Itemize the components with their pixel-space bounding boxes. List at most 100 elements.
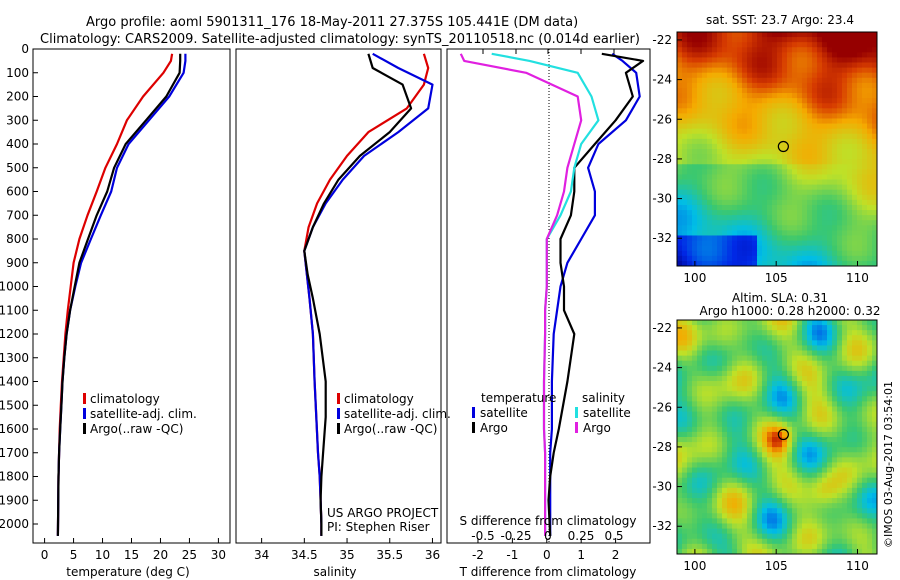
sst-map-cell [857,72,863,79]
sla-map-cell [762,416,768,423]
sla-map-cell [767,431,773,438]
sst-map-cell [747,108,753,114]
sla-map-cell [682,498,688,504]
sla-map-cell [757,391,763,397]
sla-map-cell [677,370,683,377]
sst-map-cell [832,184,838,191]
sst-map-cell [777,169,783,175]
sst-map-cell [707,32,713,38]
sla-map-cell [697,467,703,474]
sla-map-cell [812,416,818,423]
sla-map-cell [682,442,688,448]
sst-map-cell [762,47,768,53]
sst-map-cell [822,245,828,252]
sst-map-cell [742,37,748,43]
sla-map-cell [832,411,838,418]
sla-map-cell [847,421,853,428]
sla-map-cell [827,360,833,367]
sla-map-cell [752,442,758,448]
sst-map-cell [867,82,873,89]
sla-map-cell [782,335,788,341]
sst-map-cell [792,72,798,79]
sst-map-cell [817,220,823,226]
sst-map-cell [767,37,773,43]
sst-map-cell [722,215,728,221]
sst-map-cell [747,77,753,84]
sla-map-cell [797,396,803,402]
sst-map-cell [722,32,728,38]
sla-map-cell [787,467,793,474]
sst-map-cell [837,72,843,79]
sla-map-cell [717,447,723,453]
sla-map-cell [742,421,748,428]
sla-map-cell [722,370,728,377]
sst-map-cell [847,210,853,216]
sla-map-cell [677,538,683,545]
argo-raw-qc-line [56,53,182,536]
sst-map-cell [807,204,813,211]
sla-map-cell [777,543,783,550]
sla-map-cell [862,426,868,433]
sla-map-cell [742,370,748,377]
sla-map-cell [837,447,843,453]
sla-map-cell [707,386,713,392]
sla-map-cell [872,375,878,382]
sla-map-cell [692,335,698,341]
sst-map-cell [727,240,733,247]
sla-map-cell [717,396,723,402]
sla-map-cell [857,457,863,463]
sla-map-cell [687,447,693,453]
sla-map-cell [702,457,708,463]
sla-map-cell [872,381,878,387]
sst-map-cell [687,189,693,196]
sst-map-cell [762,210,768,216]
sla-map-cell [812,457,818,463]
sst-map-cell [852,220,858,226]
sst-map-cell [717,128,723,135]
sla-map-cell [797,508,803,514]
sst-map-cell [742,220,748,226]
sst-map-cell [677,154,683,160]
sla-map-cell [717,426,723,433]
sst-map-cell [752,72,758,79]
sst-map-cell [862,215,868,221]
sst-map-cell [782,184,788,191]
sla-map-cell [867,360,873,367]
sst-map-cell [802,77,808,84]
sst-map-cell [697,32,703,38]
sst-map-cell [792,133,798,140]
sst-map-cell [807,138,813,145]
sla-map-cell [872,492,878,499]
sst-map-cell [682,215,688,221]
sla-map-cell [782,350,788,357]
sst-map-cell [787,255,793,262]
sst-map-cell [757,204,763,211]
sla-map-cell [817,386,823,392]
sst-map-cell [872,240,878,247]
sst-map-cell [872,98,878,104]
sst-map-cell [847,128,853,135]
sst-map-cell [702,199,708,206]
sla-map-cell [802,533,808,540]
sla-map-cell [817,437,823,443]
sla-map-cell [812,477,818,484]
sla-map-cell [757,437,763,443]
sla-map-cell [747,406,753,412]
sst-map-cell [782,230,788,236]
sla-map-cell [842,426,848,433]
sla-map-cell [702,477,708,484]
sla-map-cell [742,386,748,392]
sla-map-cell [692,391,698,397]
sla-map-cell [852,462,858,468]
sla-map-cell [772,462,778,468]
sla-map-cell [732,538,738,545]
sst-map-cell [747,143,753,150]
sst-map-cell [802,169,808,175]
sst-map-cell [807,108,813,114]
sla-map-cell [737,442,743,448]
sst-map-cell [732,215,738,221]
sla-map-cell [777,492,783,499]
sla-map-cell [847,482,853,489]
sla-map-cell [817,447,823,453]
sst-map-cell [802,72,808,79]
